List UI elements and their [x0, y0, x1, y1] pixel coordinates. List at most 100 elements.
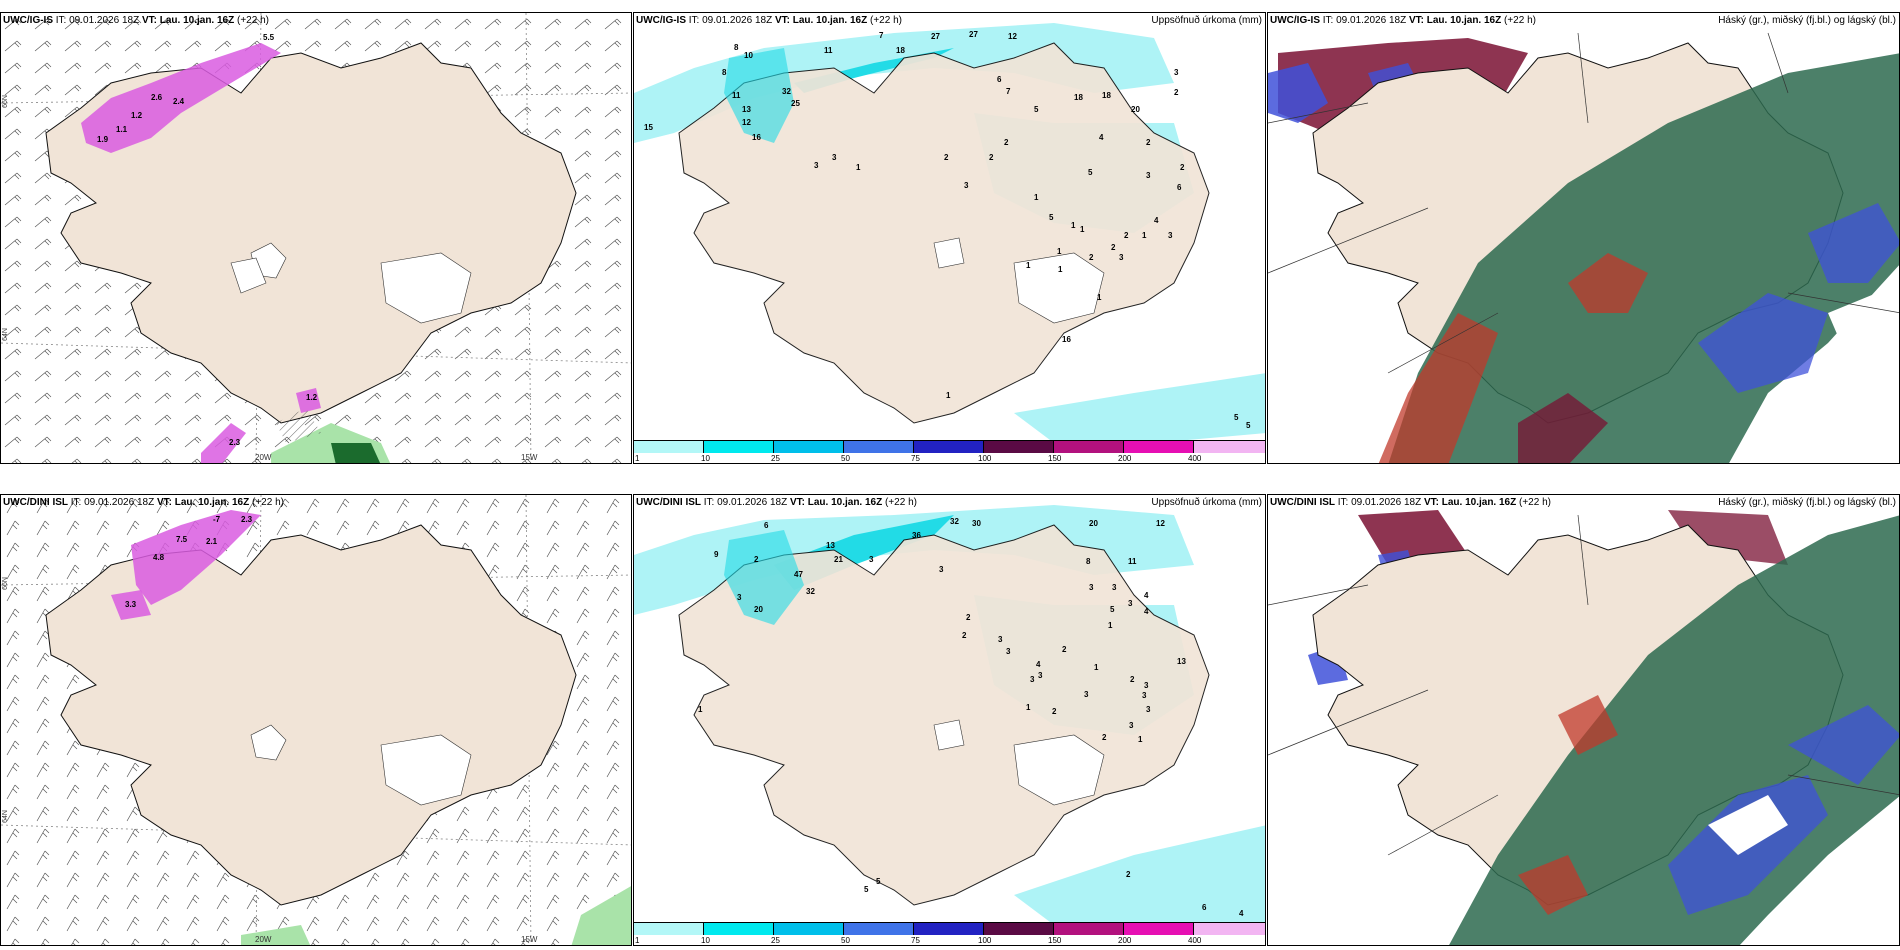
cloud-map [1268, 32, 1899, 463]
precip-value: 2 [1062, 645, 1067, 654]
precip-value: 3 [1128, 599, 1133, 608]
glacier [1013, 252, 1105, 324]
lat-label: 66N [1, 577, 9, 590]
colorbar-seg [704, 441, 774, 453]
colorbar-tick: 75 [911, 936, 920, 945]
precip-value: 1 [1097, 293, 1102, 302]
colorbar-seg [1054, 923, 1124, 935]
wind-value: 2.3 [241, 515, 253, 524]
cloud-blue-southeast [1698, 293, 1828, 393]
colorbar-tick: 100 [978, 454, 992, 463]
precip-value: 5 [1088, 168, 1093, 177]
precip-value: 2 [1124, 231, 1129, 240]
precip-map [634, 505, 1265, 925]
precip-value: 2 [1174, 88, 1179, 97]
precip-value: 4 [1144, 591, 1149, 600]
iceland-land [678, 42, 1210, 424]
precip-value: 3 [1142, 691, 1147, 700]
precip-value: 32 [950, 517, 959, 526]
precip-value: 1 [698, 705, 703, 714]
colorbar-tick: 400 [1188, 454, 1202, 463]
precip-value: 5 [864, 885, 869, 894]
precip-value: 13 [826, 541, 835, 550]
glacier-south [380, 252, 472, 324]
lon-label: 15W [521, 453, 538, 462]
precip-value: 2 [1004, 138, 1009, 147]
cloud-blue-east [1808, 203, 1899, 283]
cloud-clear-east [1828, 283, 1899, 383]
precip-value: 30 [972, 519, 981, 528]
iceland-land [45, 524, 577, 906]
precip-value: 2 [944, 153, 949, 162]
precip-colorbar: 1 10 25 50 75 100 150 200 400 [634, 440, 1265, 463]
wind-value: 5.5 [263, 33, 275, 42]
colorbar-tick: 25 [771, 454, 780, 463]
lat-label: 66N [1, 95, 9, 108]
colorbar-tick: 200 [1118, 936, 1132, 945]
precip-value: 20 [1089, 519, 1098, 528]
precip-value: 32 [806, 587, 815, 596]
lat-label: 64N [1, 328, 9, 341]
precip-panel-igis: UWC/IG-IS IT: 09.01.2026 18Z VT: Lau. 10… [633, 12, 1266, 464]
precip-value: 4 [1154, 216, 1159, 225]
precip-value: 3 [1129, 721, 1134, 730]
precip-value: 1 [1080, 225, 1085, 234]
panel-header: UWC/IG-IS IT: 09.01.2026 18Z VT: Lau. 10… [3, 15, 269, 26]
colorbar-seg [704, 923, 774, 935]
iceland-land [678, 524, 1210, 906]
wind-value: 1.1 [116, 125, 128, 134]
precip-value: 12 [1008, 32, 1017, 41]
precip-value: 2 [966, 613, 971, 622]
precip-value: 18 [896, 46, 905, 55]
precip-value: 3 [1084, 690, 1089, 699]
precip-value: 6 [1177, 183, 1182, 192]
precip-value: 3 [832, 153, 837, 162]
precip-value: 1 [1034, 193, 1039, 202]
wind-purple-sw [201, 423, 246, 463]
precip-value: 27 [969, 30, 978, 39]
wind-value: 7.5 [176, 535, 188, 544]
colorbar-seg [1194, 441, 1265, 453]
precip-value: 12 [742, 118, 751, 127]
colorbar-seg [844, 441, 914, 453]
precip-value: 2 [1052, 707, 1057, 716]
cloud-darkred-south [1518, 393, 1608, 463]
precip-value: 4 [1099, 133, 1104, 142]
cloud-panel-dini: UWC/DINI ISL IT: 09.01.2026 18Z VT: Lau.… [1267, 494, 1900, 946]
precip-value: 2 [754, 555, 759, 564]
precip-value: 47 [794, 570, 803, 579]
precip-value: 2 [1126, 870, 1131, 879]
colorbar-tick: 1 [635, 936, 640, 945]
wind-purple-south [296, 388, 321, 413]
cloud-red-south [1378, 313, 1498, 463]
wind-value: 1.9 [97, 135, 109, 144]
cloud-panel-igis: UWC/IG-IS IT: 09.01.2026 18Z VT: Lau. 10… [1267, 12, 1900, 464]
colorbar-seg [844, 923, 914, 935]
wind-value: 1.2 [306, 393, 318, 402]
precip-value: 1 [1026, 703, 1031, 712]
colorbar-seg [634, 441, 704, 453]
precip-value: 3 [939, 565, 944, 574]
wind-value: 2.1 [206, 537, 218, 546]
colorbar-tick: 10 [701, 936, 710, 945]
colorbar-seg [1054, 441, 1124, 453]
precip-value: 32 [782, 87, 791, 96]
precip-value: 11 [732, 91, 741, 100]
colorbar-tick: 150 [1048, 454, 1062, 463]
precip-value: 20 [754, 605, 763, 614]
colorbar-tick: 400 [1188, 936, 1202, 945]
precip-value: 4 [1036, 660, 1041, 669]
precip-value: 3 [1089, 583, 1094, 592]
precip-map [634, 23, 1265, 443]
precip-value: 8 [1086, 557, 1091, 566]
precip-value: 21 [834, 555, 843, 564]
precip-value: 6 [764, 521, 769, 530]
precip-value: 5 [1246, 421, 1251, 430]
wind-value: 2.4 [173, 97, 185, 106]
precip-value: 3 [1144, 681, 1149, 690]
precip-value: 2 [1111, 243, 1116, 252]
precip-value: 3 [737, 593, 742, 602]
precip-value: 3 [869, 555, 874, 564]
precip-value: 3 [1174, 68, 1179, 77]
cloud-blue-east [1788, 705, 1899, 785]
